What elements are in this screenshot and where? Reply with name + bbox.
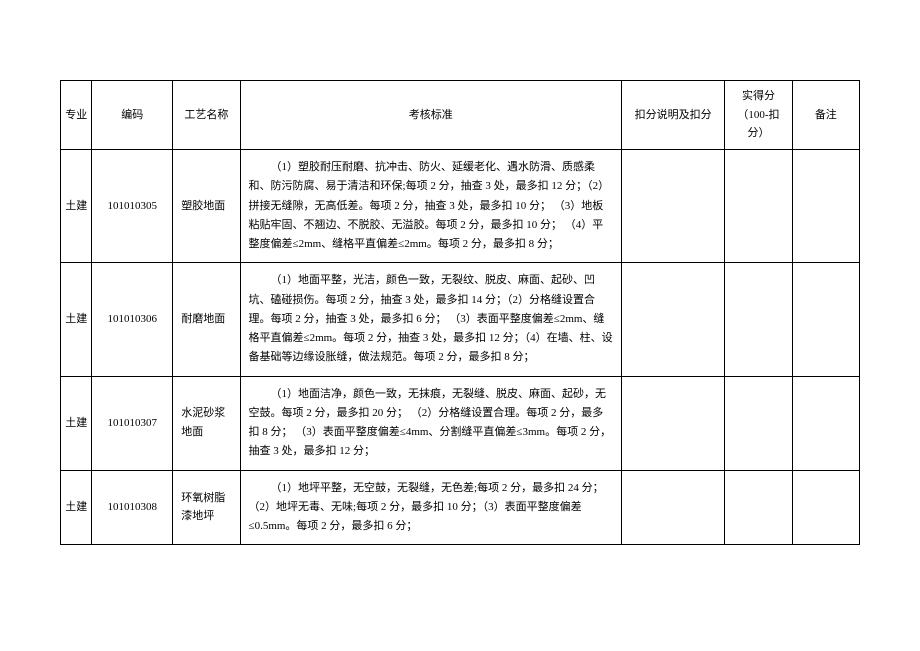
cell-score <box>725 263 792 376</box>
header-name: 工艺名称 <box>173 81 240 150</box>
cell-standard: （1）地面平整，光洁，颜色一致，无裂纹、脱皮、麻面、起砂、凹坑、磕碰损伤。每项 … <box>240 263 622 376</box>
cell-name: 耐磨地面 <box>173 263 240 376</box>
cell-score <box>725 150 792 263</box>
cell-code: 101010305 <box>92 150 173 263</box>
assessment-table: 专业 编码 工艺名称 考核标准 扣分说明及扣分 实得分（100-扣分） 备注 土… <box>60 80 860 545</box>
header-standard: 考核标准 <box>240 81 622 150</box>
cell-deduct <box>622 470 725 545</box>
cell-name: 水泥砂浆地面 <box>173 376 240 470</box>
cell-name: 环氧树脂漆地坪 <box>173 470 240 545</box>
cell-standard: （1）地坪平整，无空鼓，无裂缝，无色差;每项 2 分，最多扣 24 分；（2）地… <box>240 470 622 545</box>
cell-name: 塑胶地面 <box>173 150 240 263</box>
cell-major: 土建 <box>61 376 92 470</box>
cell-major: 土建 <box>61 150 92 263</box>
header-major: 专业 <box>61 81 92 150</box>
cell-score <box>725 376 792 470</box>
cell-code: 101010306 <box>92 263 173 376</box>
table-row: 土建 101010307 水泥砂浆地面 （1）地面洁净，颜色一致，无抹痕，无裂缝… <box>61 376 860 470</box>
cell-deduct <box>622 376 725 470</box>
table-row: 土建 101010305 塑胶地面 （1）塑胶耐压耐磨、抗冲击、防火、延缓老化、… <box>61 150 860 263</box>
table-row: 土建 101010306 耐磨地面 （1）地面平整，光洁，颜色一致，无裂纹、脱皮… <box>61 263 860 376</box>
cell-major: 土建 <box>61 263 92 376</box>
cell-code: 101010308 <box>92 470 173 545</box>
header-remark: 备注 <box>792 81 859 150</box>
table-row: 土建 101010308 环氧树脂漆地坪 （1）地坪平整，无空鼓，无裂缝，无色差… <box>61 470 860 545</box>
cell-code: 101010307 <box>92 376 173 470</box>
cell-remark <box>792 376 859 470</box>
header-score: 实得分（100-扣分） <box>725 81 792 150</box>
cell-score <box>725 470 792 545</box>
cell-deduct <box>622 263 725 376</box>
cell-remark <box>792 150 859 263</box>
cell-major: 土建 <box>61 470 92 545</box>
table-header-row: 专业 编码 工艺名称 考核标准 扣分说明及扣分 实得分（100-扣分） 备注 <box>61 81 860 150</box>
cell-standard: （1）塑胶耐压耐磨、抗冲击、防火、延缓老化、遇水防滑、质感柔和、防污防腐、易于清… <box>240 150 622 263</box>
cell-deduct <box>622 150 725 263</box>
cell-standard: （1）地面洁净，颜色一致，无抹痕，无裂缝、脱皮、麻面、起砂，无空鼓。每项 2 分… <box>240 376 622 470</box>
header-deduct: 扣分说明及扣分 <box>622 81 725 150</box>
header-code: 编码 <box>92 81 173 150</box>
cell-remark <box>792 470 859 545</box>
cell-remark <box>792 263 859 376</box>
